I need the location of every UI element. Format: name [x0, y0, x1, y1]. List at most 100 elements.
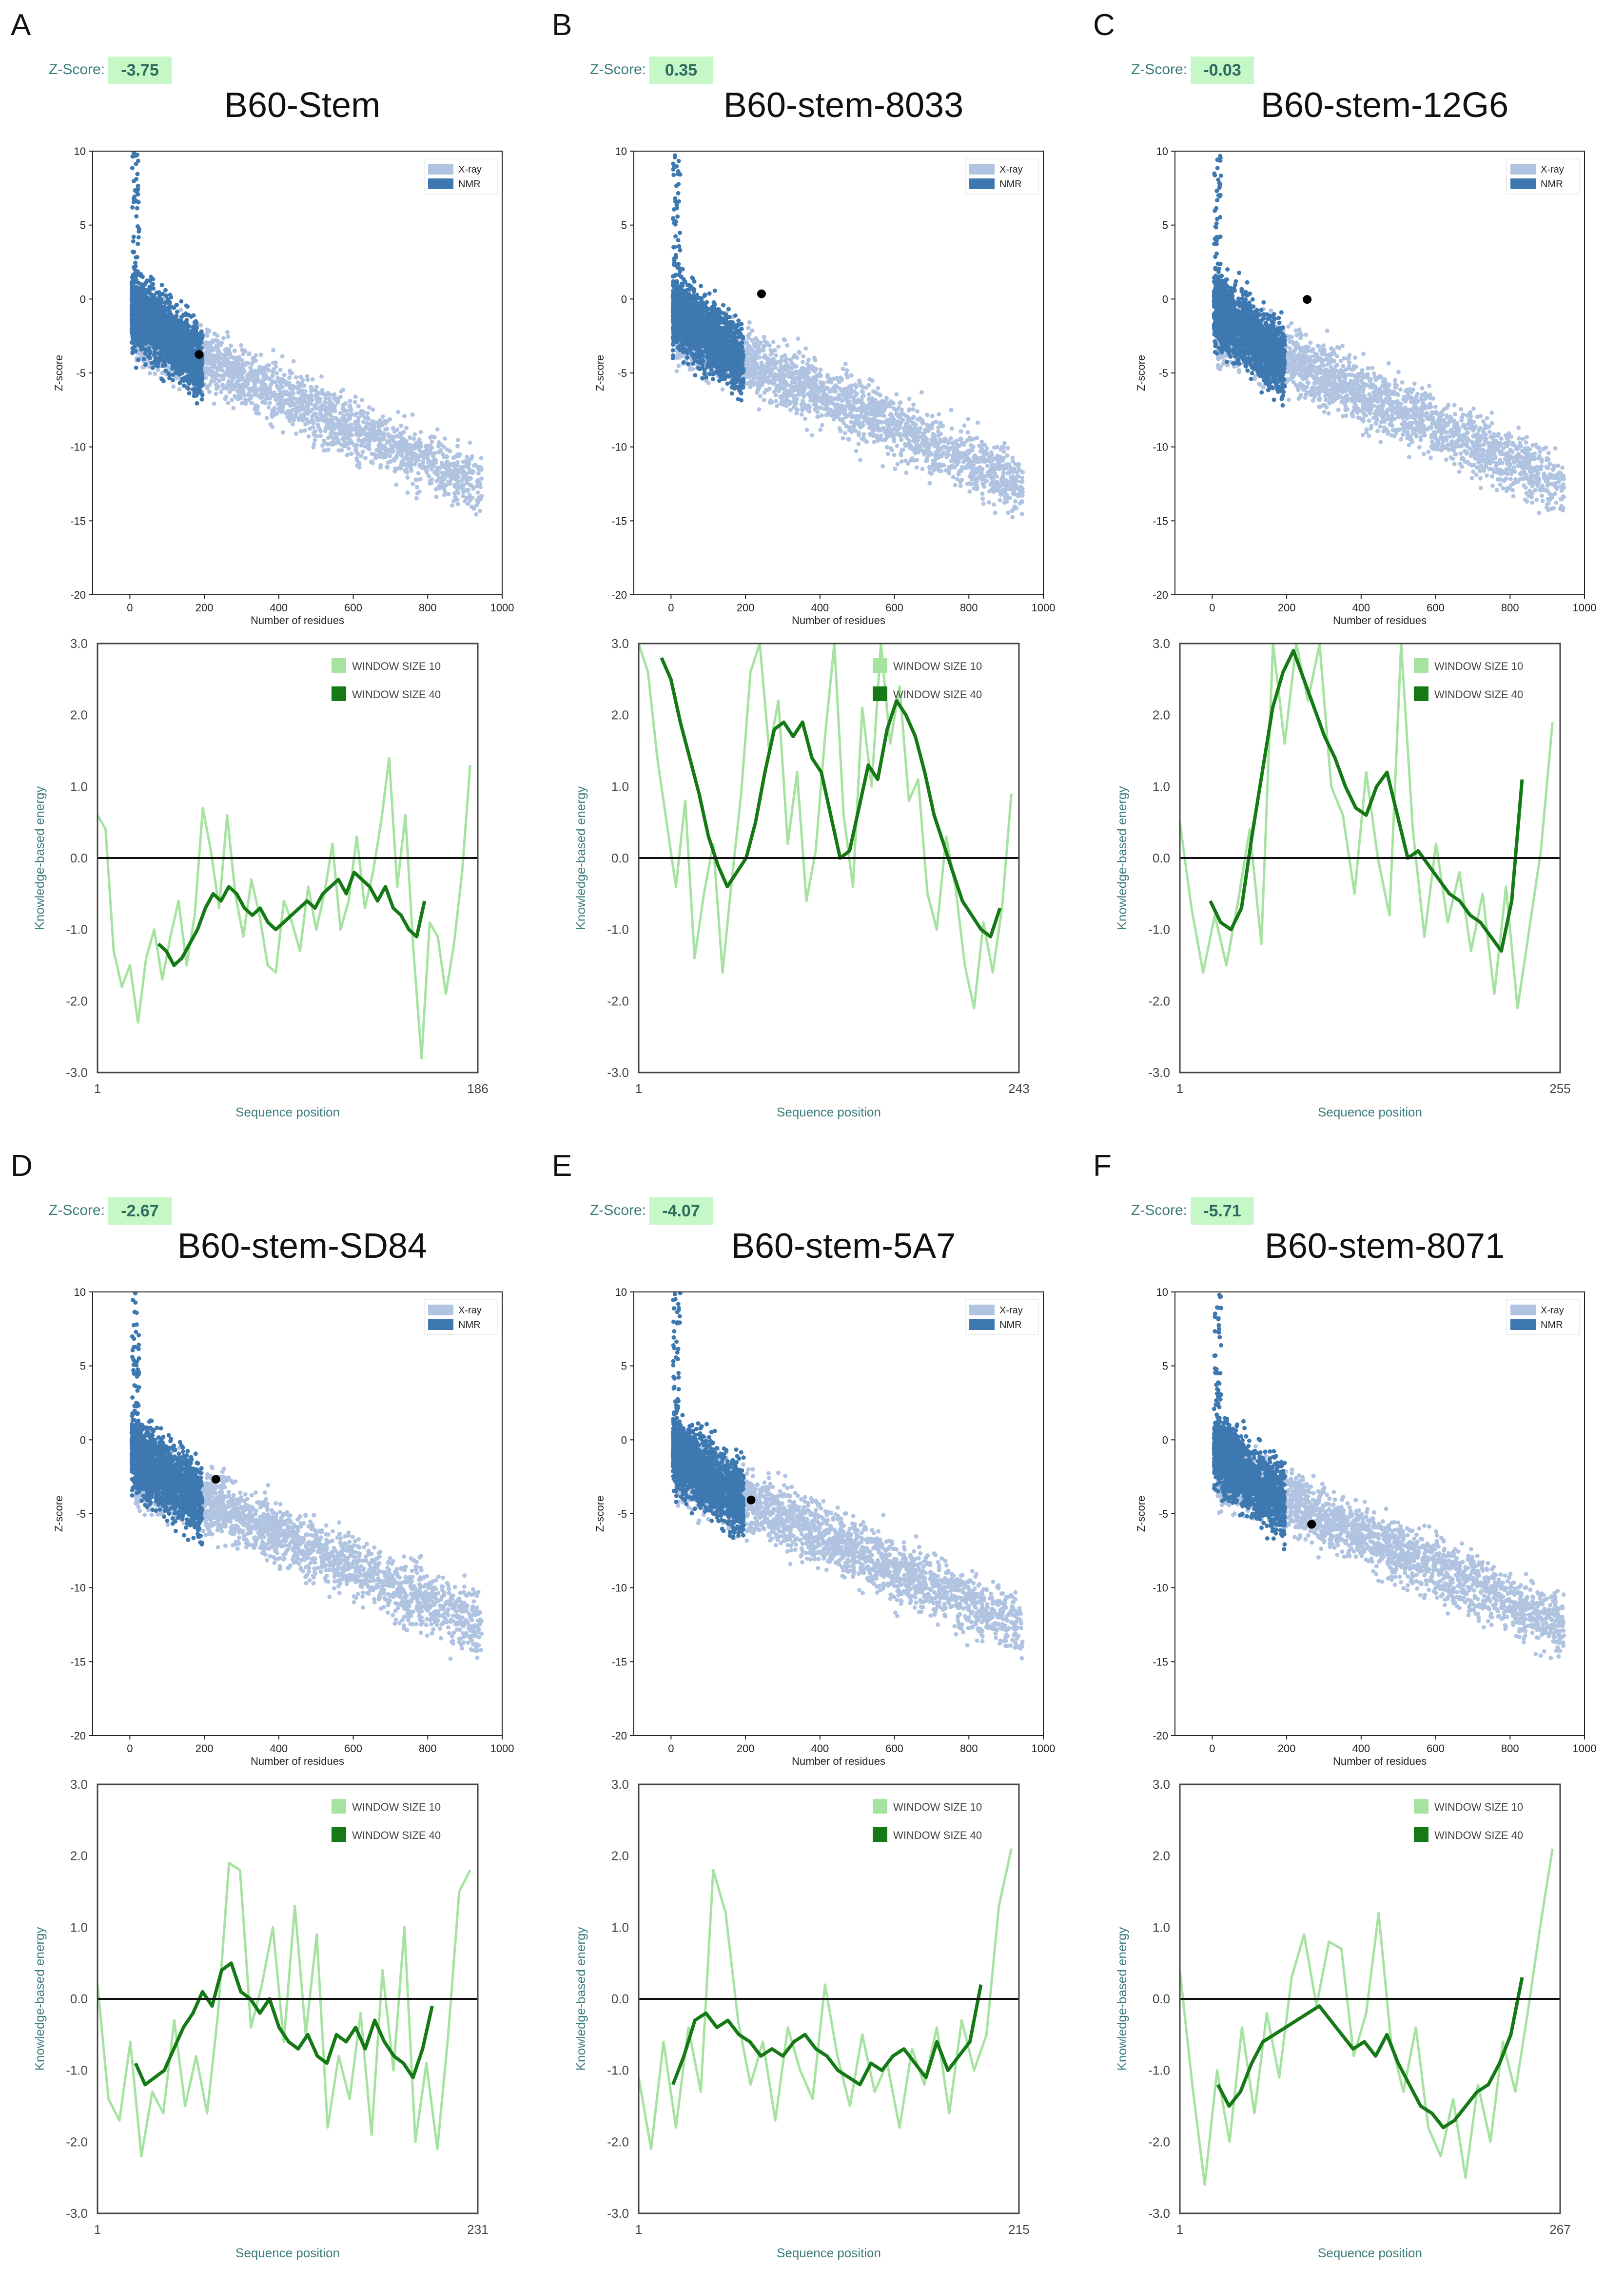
y-tick-label: 5 [1162, 1360, 1168, 1372]
energy-profile-chart: 3.0 2.0 1.0 0.0 -1.0 -2.0 -3.0 1 215 Sequence pos… [573, 1777, 1030, 2260]
legend-swatch-nmr [969, 1319, 995, 1330]
nmr-points [670, 1292, 746, 1540]
energy-legend: WINDOW SIZE 10 WINDOW SIZE 40 [873, 658, 982, 701]
x-tick-label: 400 [811, 602, 829, 614]
legend-swatch-window-40 [1414, 1827, 1428, 1842]
y-tick-label: 5 [621, 219, 627, 232]
energy-y-tick-label: 1.0 [70, 779, 88, 794]
energy-lines [639, 1848, 1013, 2150]
highlight-point [746, 1495, 756, 1504]
energy-y-tick-label: 1.0 [70, 1920, 88, 1934]
nmr-points [1212, 1292, 1287, 1552]
legend-swatch-window-10 [873, 1799, 887, 1814]
zscore-label: Z-Score: [49, 1202, 105, 1218]
energy-y-tick-label: 0.0 [1153, 851, 1170, 865]
zscore-value: 0.35 [665, 61, 697, 79]
energy-y-tick-label: -1.0 [66, 922, 88, 937]
energy-y-tick-label: 2.0 [1153, 708, 1170, 723]
energy-y-tick-label: 0.0 [1153, 1992, 1170, 2006]
zscore-label: Z-Score: [49, 61, 105, 78]
energy-frame [97, 643, 479, 1074]
energy-profile-chart: 3.0 2.0 1.0 0.0 -1.0 -2.0 -3.0 1 255 Sequence pos… [1115, 636, 1571, 1119]
y-tick-label: -5 [1158, 1508, 1168, 1520]
y-tick-label: -10 [70, 1582, 86, 1594]
energy-y-tick-label: 2.0 [70, 708, 88, 723]
energy-legend: WINDOW SIZE 10 WINDOW SIZE 40 [332, 1799, 441, 1842]
legend-xray: X-ray [458, 164, 482, 175]
zscore-badge [108, 1197, 172, 1225]
energy-x-axis-label: Sequence position [777, 1105, 881, 1119]
x-axis-label: Number of residues [251, 1755, 344, 1767]
x-tick-label: 200 [737, 1742, 755, 1755]
scatter-frame [633, 1291, 1044, 1736]
zscore-value: -5.71 [1203, 1202, 1241, 1220]
y-tick-label: -20 [611, 589, 627, 601]
legend-swatch-xray [1510, 164, 1536, 175]
panel-letter: C [1093, 8, 1115, 42]
highlight-point [195, 350, 204, 359]
energy-y-tick-label: -2.0 [1148, 2134, 1170, 2149]
y-tick-label: -15 [1153, 1656, 1168, 1668]
energy-y-tick-label: -3.0 [607, 2206, 629, 2221]
x-axis-label: Number of residues [792, 614, 885, 626]
energy-y-axis-label: Knowledge-based energy [573, 786, 588, 930]
scatter-legend: X-ray NMR [1506, 1299, 1580, 1335]
x-tick-label: 0 [1209, 602, 1215, 614]
panel-a: A Z-Score: -3.75 B60-Stem 10 5 0 -5 -10 -15 -20 0 20… [11, 8, 514, 1119]
panel-title: B60-stem-5A7 [731, 1227, 956, 1266]
y-tick-label: -20 [1153, 589, 1168, 601]
y-tick-label: -15 [611, 1656, 627, 1668]
nmr-points [129, 1292, 205, 1547]
energy-lines [1180, 1848, 1554, 2186]
zscore-label: Z-Score: [590, 61, 646, 78]
y-tick-label: 0 [80, 1434, 86, 1446]
y-tick-label: 0 [621, 293, 627, 305]
energy-frame [97, 1783, 479, 2214]
legend-swatch-window-10 [1414, 658, 1428, 673]
energy-y-tick-label: -1.0 [1148, 922, 1170, 937]
x-tick-label: 200 [737, 602, 755, 614]
y-axis-label: Z-score [594, 355, 606, 391]
x-tick-label: 600 [344, 1742, 362, 1755]
energy-y-tick-label: -3.0 [66, 1065, 88, 1080]
x-tick-label: 400 [811, 1742, 829, 1755]
x-axis-label: Number of residues [251, 614, 344, 626]
x-tick-label: 1000 [490, 602, 514, 614]
legend-swatch-window-40 [332, 1827, 346, 1842]
energy-x-start-label: 1 [635, 2222, 642, 2237]
y-tick-label: -10 [611, 1582, 627, 1594]
x-tick-label: 1000 [490, 1742, 514, 1755]
energy-y-axis-label: Knowledge-based energy [1115, 1927, 1129, 2071]
zscore-badge [649, 57, 713, 84]
scatter-legend: X-ray NMR [424, 1299, 498, 1335]
energy-y-tick-label: -1.0 [607, 2063, 629, 2078]
x-tick-label: 0 [127, 1742, 133, 1755]
x-tick-label: 200 [1278, 602, 1296, 614]
y-axis-label: Z-score [53, 355, 65, 391]
y-axis-label: Z-score [594, 1496, 606, 1532]
energy-lines [639, 644, 1013, 1010]
legend-xray: X-ray [1541, 1305, 1564, 1316]
energy-y-tick-label: -3.0 [1148, 2206, 1170, 2221]
energy-x-axis-label: Sequence position [1318, 2246, 1422, 2260]
legend-swatch-xray [428, 1305, 453, 1315]
energy-x-end-label: 243 [1008, 1081, 1029, 1096]
window-10-line [98, 1861, 471, 2158]
energy-legend: WINDOW SIZE 10 WINDOW SIZE 40 [332, 658, 441, 701]
x-axis-label: Number of residues [792, 1755, 885, 1767]
energy-y-axis-label: Knowledge-based energy [32, 786, 47, 930]
zscore-label: Z-Score: [1131, 1202, 1187, 1218]
energy-x-end-label: 186 [467, 1081, 488, 1096]
legend-swatch-xray [969, 1305, 995, 1315]
window-10-line [639, 1848, 1013, 2150]
zscore-scatter-chart: 10 5 0 -5 -10 -15 -20 0 200 400 600 800 1000 Number o… [594, 1286, 1055, 1767]
x-tick-label: 800 [960, 1742, 978, 1755]
energy-y-tick-label: 2.0 [611, 1849, 629, 1863]
highlight-point [1307, 1520, 1316, 1529]
legend-window-40: WINDOW SIZE 40 [1434, 688, 1523, 701]
zscore-scatter-chart: 10 5 0 -5 -10 -15 -20 0 200 400 600 800 1000 Number o… [1135, 1286, 1596, 1767]
scatter-points [670, 1292, 1025, 1661]
legend-swatch-nmr [969, 178, 995, 189]
panel-title: B60-stem-12G6 [1261, 86, 1508, 125]
legend-swatch-window-40 [873, 1827, 887, 1842]
